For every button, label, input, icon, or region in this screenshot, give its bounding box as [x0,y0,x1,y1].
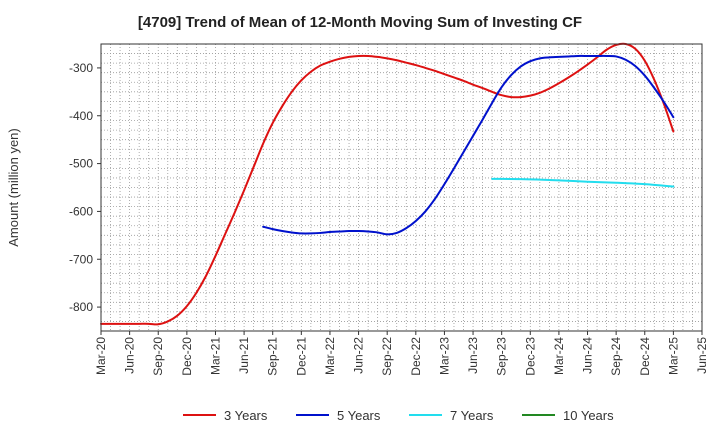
x-tick-label: Sep-23 [495,337,509,376]
x-tick-label: Jun-24 [581,337,595,374]
x-tick-label: Mar-21 [208,337,222,375]
x-tick-label: Dec-20 [180,337,194,376]
y-tick-label: -800 [69,300,93,314]
x-tick-label: Sep-21 [266,337,280,376]
x-tick-label: Jun-22 [352,337,366,374]
series-line-3-years [100,42,675,326]
series-layer [100,42,675,326]
x-tick-label: Jun-21 [237,337,251,374]
x-tick-label: Mar-22 [323,337,337,375]
x-tick-label: Mar-23 [437,337,451,375]
y-axis-title: Amount (million yen) [6,128,21,247]
legend-label-10-years: 10 Years [563,408,614,423]
x-tick-label: Mar-24 [552,337,566,375]
x-tick-label: Dec-23 [523,337,537,376]
x-tick-label: Sep-20 [151,337,165,376]
x-tick-label: Sep-24 [609,337,623,376]
y-tick-label: -600 [69,204,93,218]
chart-title: [4709] Trend of Mean of 12-Month Moving … [137,14,583,31]
y-tick-label: -700 [69,252,93,266]
x-tick-label: Jun-23 [466,337,480,374]
legend: 3 Years 5 Years 7 Years 10 Years [183,408,614,423]
legend-label-7-years: 7 Years [450,408,494,423]
x-tick-label: Dec-22 [409,337,423,376]
x-tick-label: Dec-24 [638,337,652,376]
x-tick-label: Jun-20 [123,337,137,374]
legend-label-5-years: 5 Years [337,408,381,423]
series-line-5-years [262,54,675,236]
y-tick-label: -300 [69,61,93,75]
plot-frame [100,43,703,332]
x-tick-label: Jun-25 [695,337,709,374]
x-tick-label: Sep-22 [380,337,394,376]
x-tick-label: Mar-20 [94,337,108,375]
x-tick-label: Mar-25 [666,337,680,375]
x-axis: Mar-20 Jun-20 Sep-20 Dec-20 Mar-21 Jun-21 Sep-… [94,331,709,376]
x-tick-label: Dec-21 [294,337,308,376]
y-tick-label: -400 [69,109,93,123]
y-tick-label: -500 [69,157,93,171]
y-axis: -800 -700 -600 -500 -400 -300 [69,61,101,314]
legend-label-3-years: 3 Years [224,408,268,423]
series-line-7-years [491,177,675,188]
gridlines [101,44,702,331]
